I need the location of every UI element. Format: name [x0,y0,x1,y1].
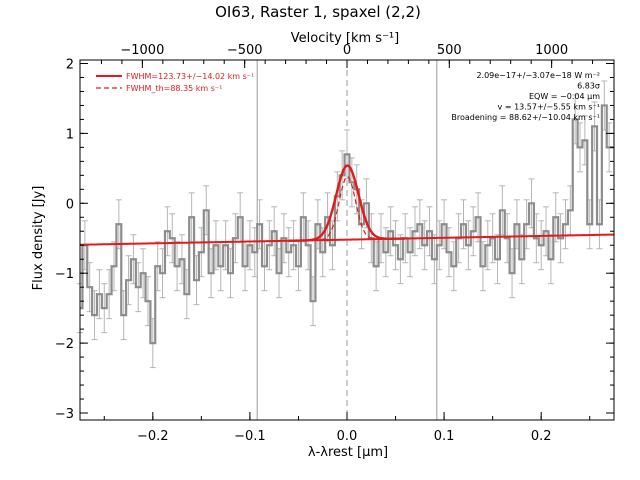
y-tick-label: 1 [66,127,74,142]
y-tick-label: 2 [66,57,74,72]
top-tick-label: 0 [343,43,351,58]
legend-label-fwhm: FWHM=123.73+/−14.02 km s⁻¹ [126,72,254,81]
chart-title: OI63, Raster 1, spaxel (2,2) [215,3,421,21]
x-axis-label: λ-λrest [μm] [308,445,388,460]
error-bars [77,81,612,368]
y-tick-label: −3 [55,407,74,422]
legend: FWHM=123.73+/−14.02 km s⁻¹ FWHM_th=88.35 … [96,72,254,93]
top-tick-label: 1000 [535,43,568,58]
spectrum-chart: OI63, Raster 1, spaxel (2,2) Velocity [k… [0,0,640,480]
legend-label-fwhm-th: FWHM_th=88.35 km s⁻¹ [126,84,222,93]
x-tick-label: −0.2 [137,429,169,444]
annotation-line: 2.09e−17+/−3.07e−18 W m⁻² [476,71,600,80]
top-tick-label: −1000 [120,43,164,58]
y-axis-label: Flux density [Jy] [31,186,46,291]
y-tick-label: −1 [55,267,74,282]
x-tick-label: −0.1 [234,429,266,444]
top-tick-label: −500 [227,43,263,58]
x-tick-label: 0.1 [434,429,455,444]
top-tick-label: 500 [437,43,462,58]
y-tick-label: −2 [55,337,74,352]
annotation-line: v = 13.57+/−5.55 km s⁻¹ [498,103,600,112]
annotation-line: Broadening = 88.62+/−10.04 km s⁻¹ [451,113,600,122]
y-tick-label: 0 [66,197,74,212]
x-tick-label: 0.0 [337,429,358,444]
annotation-line: EQW = −0.04 μm [529,92,600,101]
x-tick-label: 0.2 [531,429,552,444]
annotation-line: 6.83σ [577,82,600,91]
